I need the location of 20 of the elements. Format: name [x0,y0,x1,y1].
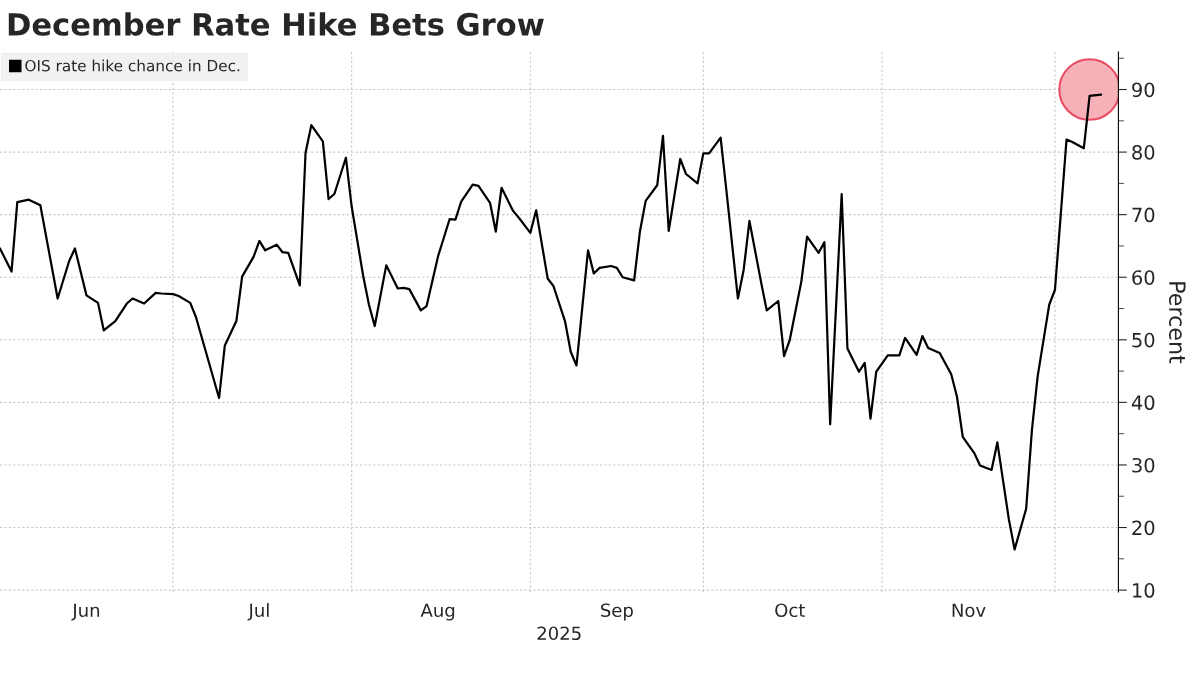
x-tick-label: Aug [420,603,455,621]
line-series [0,93,1103,551]
x-tick-label: Oct [775,603,805,618]
x-tick-label: Nov [952,603,986,618]
y-tick-label: 30 [1132,457,1155,473]
x-tick-label: Sep [601,603,633,621]
x-tick-label: Jun [71,603,100,621]
chart-title: December Rate Hike Bets Grow [8,12,544,36]
y-tick-label: 20 [1132,520,1155,536]
y-tick-label: 10 [1133,583,1155,598]
y-tick-label: 60 [1132,270,1155,285]
y-tick-label: 40 [1131,395,1155,411]
legend-label: OIS rate hike chance in Dec. [25,59,240,72]
y-tick-label: 50 [1132,332,1155,348]
x-axis-title: 2025 [537,626,581,641]
y-tick-label: 70 [1132,207,1155,223]
y-tick-label: 80 [1132,145,1155,160]
y-axis-title: Percent [1169,282,1186,364]
x-tick-label: Jul [247,603,269,621]
y-tick-label: 90 [1132,82,1155,98]
